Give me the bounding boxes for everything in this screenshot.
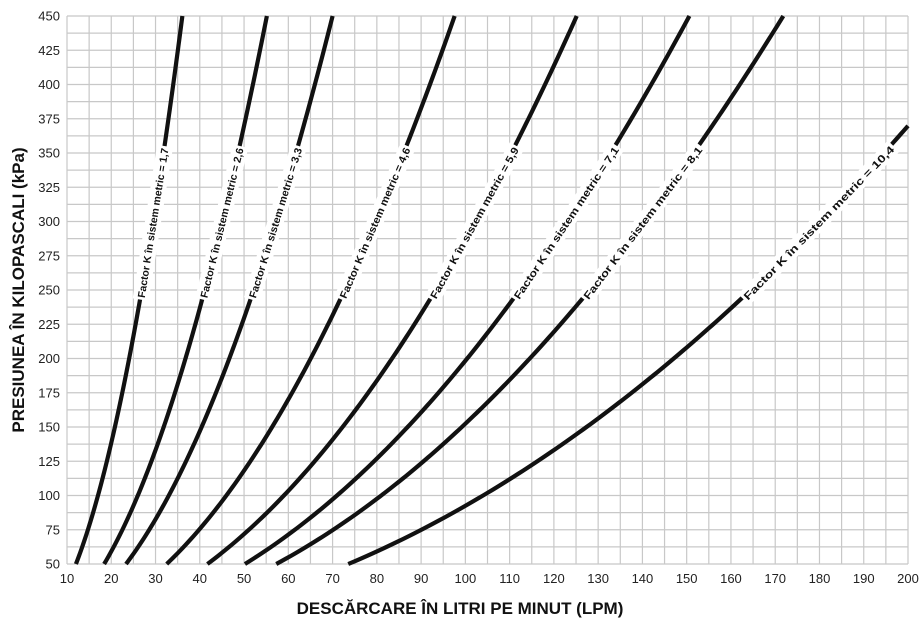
series-label: Factor K în sistem metric = 4,6 — [338, 146, 414, 301]
series-label-background — [578, 141, 708, 305]
tick-labels: 10 20 30 40 50 60 70 80 90 100 110 120 130 140 150 160 1… — [38, 9, 919, 587]
y-tick-label: 375 — [38, 111, 60, 126]
y-tick-label: 300 — [38, 214, 60, 229]
grid — [66, 15, 909, 565]
curve-labels: Factor K în sistem metric = 1,7 Factor K … — [132, 140, 900, 306]
series-line — [347, 124, 910, 566]
y-tick-label: 350 — [38, 146, 60, 161]
x-tick-label: 170 — [764, 571, 786, 586]
series-label-group: Factor K în sistem metric = 4,6 — [334, 142, 416, 303]
y-tick-label: 400 — [38, 77, 60, 92]
y-axis-title: PRESIUNEA ÎN KILOPASCALI (kPa) — [9, 147, 28, 432]
series-label-group: Factor K în sistem metric = 5,9 — [424, 142, 524, 304]
series-label-group: Factor K în sistem metric = 3,3 — [243, 143, 307, 302]
x-tick-label: 10 — [60, 571, 74, 586]
y-tick-label: 175 — [38, 385, 60, 400]
series-label-background — [195, 144, 249, 302]
x-tick-label: 80 — [370, 571, 384, 586]
series-label-background — [508, 141, 624, 305]
x-axis-title: DESCĂRCARE ÎN LITRI PE MINUT (LPM) — [297, 599, 624, 618]
x-tick-label: 40 — [193, 571, 207, 586]
y-tick-label: 425 — [38, 43, 60, 58]
series-label-background — [132, 144, 173, 301]
x-tick-label: 60 — [281, 571, 295, 586]
x-tick-label: 160 — [720, 571, 742, 586]
y-tick-label: 275 — [38, 248, 60, 263]
x-tick-label: 50 — [237, 571, 251, 586]
series-label-background — [738, 140, 900, 306]
y-tick-label: 50 — [46, 557, 60, 572]
x-tick-label: 190 — [853, 571, 875, 586]
x-tick-label: 110 — [499, 571, 520, 586]
series-label: Factor K în sistem metric = 5,9 — [428, 145, 522, 301]
series-label-group: Factor K în sistem metric = 1,7 — [132, 144, 173, 301]
series-label-background — [334, 142, 416, 303]
x-tick-label: 20 — [104, 571, 118, 586]
x-tick-label: 200 — [897, 571, 919, 586]
series-label-background — [424, 142, 524, 304]
y-tick-label: 125 — [38, 454, 60, 469]
x-tick-label: 130 — [587, 571, 609, 586]
x-tick-label: 150 — [676, 571, 698, 586]
series-label: Factor K în sistem metric = 3,3 — [247, 146, 305, 299]
y-tick-label: 225 — [38, 317, 60, 332]
x-tick-label: 140 — [632, 571, 654, 586]
series-label-background — [243, 143, 307, 302]
y-tick-label: 325 — [38, 180, 60, 195]
x-tick-label: 120 — [543, 571, 565, 586]
y-tick-label: 450 — [38, 9, 60, 24]
y-tick-label: 250 — [38, 283, 60, 298]
y-tick-label: 150 — [38, 420, 60, 435]
x-tick-label: 100 — [455, 571, 477, 586]
y-tick-label: 75 — [46, 522, 60, 537]
x-tick-label: 70 — [325, 571, 339, 586]
y-tick-label: 100 — [38, 488, 60, 503]
x-tick-label: 90 — [414, 571, 428, 586]
series-label-group: Factor K în sistem metric = 10,4 — [738, 140, 900, 306]
x-tick-label: 180 — [809, 571, 831, 586]
y-tick-label: 200 — [38, 351, 60, 366]
x-tick-label: 30 — [148, 571, 162, 586]
